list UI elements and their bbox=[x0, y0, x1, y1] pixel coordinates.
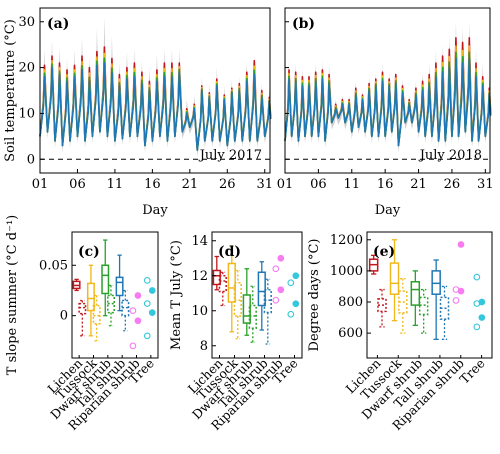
box-riparian-shrub-point bbox=[277, 286, 285, 294]
box-tall-shrub-box bbox=[257, 271, 266, 307]
box-riparian-shrub-point bbox=[272, 265, 280, 273]
box-tall-shrub-secondary-box bbox=[121, 299, 130, 317]
box-tree-point bbox=[148, 309, 156, 316]
y-tick-label: 0 bbox=[27, 152, 35, 167]
box-riparian-shrub-point bbox=[134, 317, 142, 325]
box-tussock-box bbox=[389, 262, 400, 295]
x-tick-label: 21 bbox=[182, 177, 199, 192]
y-tick-label: 0.05 bbox=[39, 258, 68, 273]
panel-b-soil-temperature-2018: 01 06 11 16 21 26 31 (b) July 2018 Day bbox=[277, 7, 494, 218]
panel-label: (d) bbox=[218, 244, 241, 260]
x-tick-label: 06 bbox=[310, 177, 327, 192]
y-axis-title: Degree days (°C) bbox=[307, 239, 322, 352]
series-line-tall-shrub bbox=[39, 62, 272, 151]
x-tick-label: 26 bbox=[219, 177, 236, 192]
x-tick-label: 11 bbox=[107, 177, 124, 192]
box-tall-shrub-box bbox=[431, 270, 441, 295]
x-tick-label: 21 bbox=[410, 177, 427, 192]
plot-frame bbox=[284, 7, 491, 174]
y-tick-label: 8 bbox=[200, 339, 208, 354]
x-tick-label: 01 bbox=[277, 177, 294, 192]
box-tree-point bbox=[287, 279, 295, 287]
box-tree-point bbox=[143, 332, 151, 340]
box-dwarf-shrub-box bbox=[410, 281, 421, 306]
box-tussock-secondary-box bbox=[92, 304, 101, 325]
box-dwarf-shrub-secondary-box bbox=[418, 296, 429, 316]
x-tick-label: 06 bbox=[69, 177, 86, 192]
y-axis-title: T slope summer (°C d⁻¹) bbox=[5, 215, 20, 375]
y-tick-label: 12 bbox=[191, 269, 208, 284]
box-riparian-shrub-point bbox=[452, 286, 460, 293]
panel-a-soil-temperature-2017: 01 06 11 16 21 26 31 0 10 20 30 (a) July 2017 Day Soil… bbox=[3, 7, 273, 218]
x-axis-title: Day bbox=[375, 203, 401, 218]
box-lichen-secondary-box bbox=[218, 275, 227, 293]
x-tick-label: 16 bbox=[377, 177, 394, 192]
box-riparian-shrub-point bbox=[134, 292, 142, 299]
box-riparian-shrub-point bbox=[272, 296, 280, 304]
year-annotation: July 2017 bbox=[198, 148, 262, 163]
box-riparian-shrub-point bbox=[129, 342, 137, 350]
panel-label: (e) bbox=[373, 244, 395, 260]
box-tree-point bbox=[148, 287, 156, 294]
box-lichen-secondary-box bbox=[78, 302, 87, 315]
x-tick-label: 31 bbox=[256, 177, 273, 192]
box-tussock-box bbox=[227, 262, 236, 303]
x-tick-label: 11 bbox=[344, 177, 361, 192]
x-axis-title: Day bbox=[142, 203, 168, 218]
box-tall-shrub-secondary-box bbox=[263, 289, 272, 314]
plot-frame bbox=[39, 7, 271, 174]
box-dwarf-shrub-box bbox=[101, 264, 110, 295]
y-tick-label: 1200 bbox=[330, 233, 363, 248]
year-annotation: July 2018 bbox=[418, 148, 482, 163]
x-tick-label: 31 bbox=[477, 177, 494, 192]
box-tree-point bbox=[143, 300, 151, 307]
box-dwarf-shrub-secondary-box bbox=[248, 304, 257, 329]
box-tree-point bbox=[143, 277, 151, 284]
box-tall-shrub-box bbox=[115, 276, 124, 297]
box-tree-point bbox=[478, 314, 486, 321]
y-tick-label: 1000 bbox=[330, 264, 363, 279]
y-tick-label: 800 bbox=[338, 295, 363, 310]
y-tick-label: 20 bbox=[18, 61, 35, 76]
plot-frame bbox=[211, 231, 303, 359]
category-label: Tree bbox=[457, 356, 488, 387]
box-tussock-box bbox=[86, 282, 95, 312]
y-tick-label: 600 bbox=[338, 326, 363, 341]
plot-frame bbox=[366, 231, 493, 359]
box-dwarf-shrub-box bbox=[242, 294, 251, 324]
box-tree-point bbox=[473, 323, 481, 331]
y-tick-label: 10 bbox=[18, 106, 35, 121]
y-tick-label: 0 bbox=[60, 309, 68, 324]
box-tree-point bbox=[292, 272, 300, 280]
x-tick-label: 16 bbox=[144, 177, 161, 192]
y-axis-title: Mean T July (°C) bbox=[169, 240, 184, 350]
panel-label: (a) bbox=[47, 16, 69, 32]
y-axis-title: Soil temperature (°C) bbox=[3, 19, 18, 162]
y-tick-label: 30 bbox=[18, 15, 35, 30]
box-riparian-shrub-point bbox=[129, 307, 137, 314]
y-tick-label: 10 bbox=[191, 304, 208, 319]
box-tree-point bbox=[478, 298, 486, 306]
panel-label: (c) bbox=[78, 244, 100, 260]
box-lichen-box bbox=[212, 269, 221, 286]
series-line-tall-shrub bbox=[284, 57, 492, 147]
box-tree-point bbox=[292, 300, 300, 308]
panel-label: (b) bbox=[292, 16, 315, 32]
box-riparian-shrub-point bbox=[277, 254, 285, 262]
box-tree-point bbox=[473, 273, 481, 281]
box-riparian-shrub-point bbox=[457, 241, 465, 248]
box-riparian-shrub-point bbox=[452, 297, 460, 304]
y-tick-label: 14 bbox=[191, 234, 208, 249]
x-tick-label: 01 bbox=[32, 177, 49, 192]
plot-frame bbox=[71, 231, 159, 359]
box-lichen-secondary-box bbox=[377, 298, 387, 313]
x-tick-label: 26 bbox=[444, 177, 461, 192]
box-tree-point bbox=[287, 310, 295, 318]
